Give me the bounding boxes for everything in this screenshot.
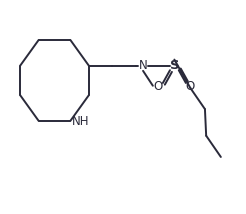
Text: NH: NH	[72, 115, 89, 128]
Text: N: N	[139, 59, 147, 72]
Text: O: O	[154, 80, 163, 93]
Text: O: O	[186, 80, 195, 93]
Text: S: S	[169, 59, 179, 72]
